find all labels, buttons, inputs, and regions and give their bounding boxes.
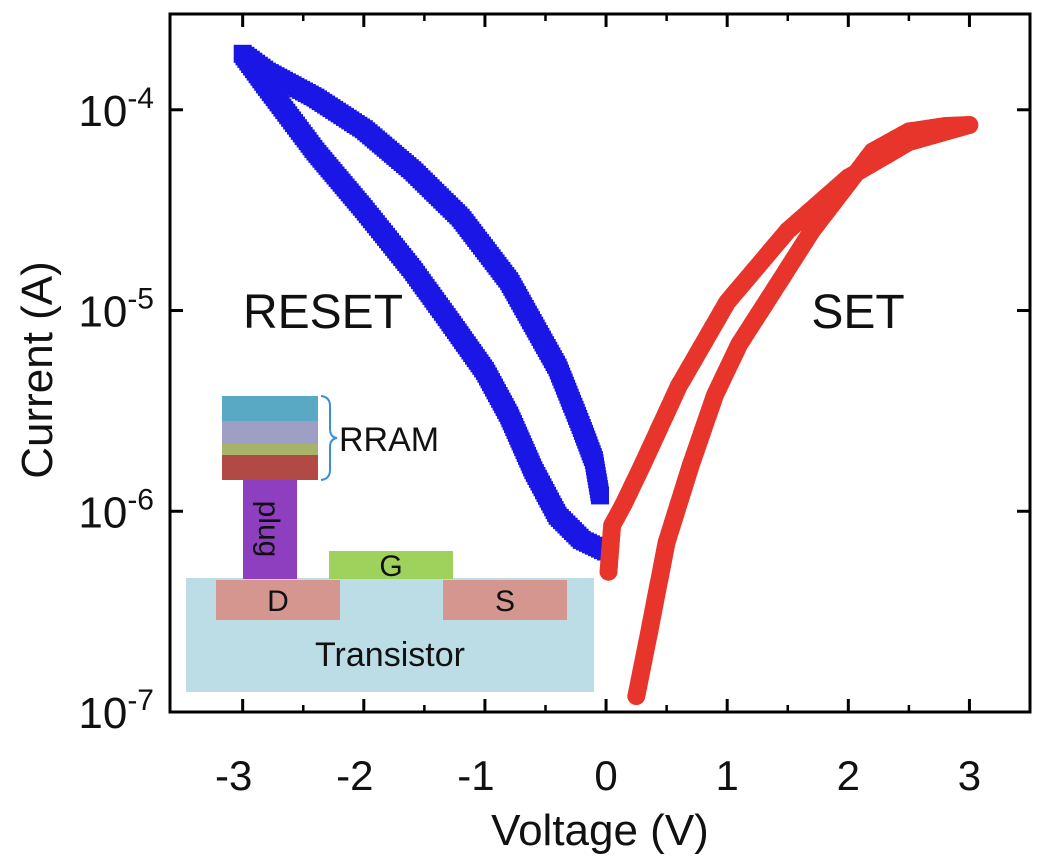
x-axis-label: Voltage (V) — [491, 806, 709, 855]
series-1-point-410 — [599, 562, 618, 581]
data-series-layer — [233, 44, 979, 706]
gate-block — [329, 551, 453, 579]
source-region — [443, 580, 567, 620]
x-tick-label: 1 — [716, 752, 739, 799]
plug-label: plug — [252, 501, 285, 558]
x-tick-label: -1 — [457, 752, 494, 799]
rram-label: RRAM — [339, 421, 439, 459]
source-label: S — [495, 585, 515, 618]
y-tick-label: 10-6 — [78, 483, 154, 537]
series-1 — [599, 116, 979, 706]
device-schematic-inset: RRAM plug G D S Transistor — [186, 395, 594, 692]
drain-label: D — [267, 585, 289, 618]
plot-frame — [168, 12, 1032, 714]
x-tick-label: -3 — [215, 752, 252, 799]
annotation-set: SET — [811, 286, 904, 339]
x-tick-label: 2 — [837, 752, 860, 799]
plug-via — [243, 479, 297, 579]
rram-layer-bottom — [222, 455, 318, 480]
gate-label: G — [379, 550, 402, 583]
drain-region — [216, 580, 340, 620]
y-axis-label: Current (A) — [13, 261, 62, 479]
y-tick-label: 10-4 — [78, 82, 154, 136]
series-0 — [233, 44, 616, 561]
y-tick-label: 10-7 — [78, 684, 154, 738]
transistor-label: Transistor — [315, 636, 465, 674]
axes-layer: -3 -2 -1 0 1 2 3 10-7 10-6 10-5 10-4 Voltage (V) Cur… — [13, 12, 1032, 855]
rram-layer-2 — [222, 421, 318, 444]
x-tick-label: -2 — [336, 752, 373, 799]
annotation-reset: RESET — [243, 286, 403, 339]
x-tick-label: 0 — [594, 752, 617, 799]
y-tick-label: 10-5 — [78, 283, 154, 337]
rram-layer-3 — [222, 444, 318, 455]
series-0-point-378 — [591, 486, 609, 505]
rram-layer-top — [222, 396, 318, 421]
x-tick-label: 3 — [958, 752, 981, 799]
rram-bracket — [320, 395, 338, 481]
